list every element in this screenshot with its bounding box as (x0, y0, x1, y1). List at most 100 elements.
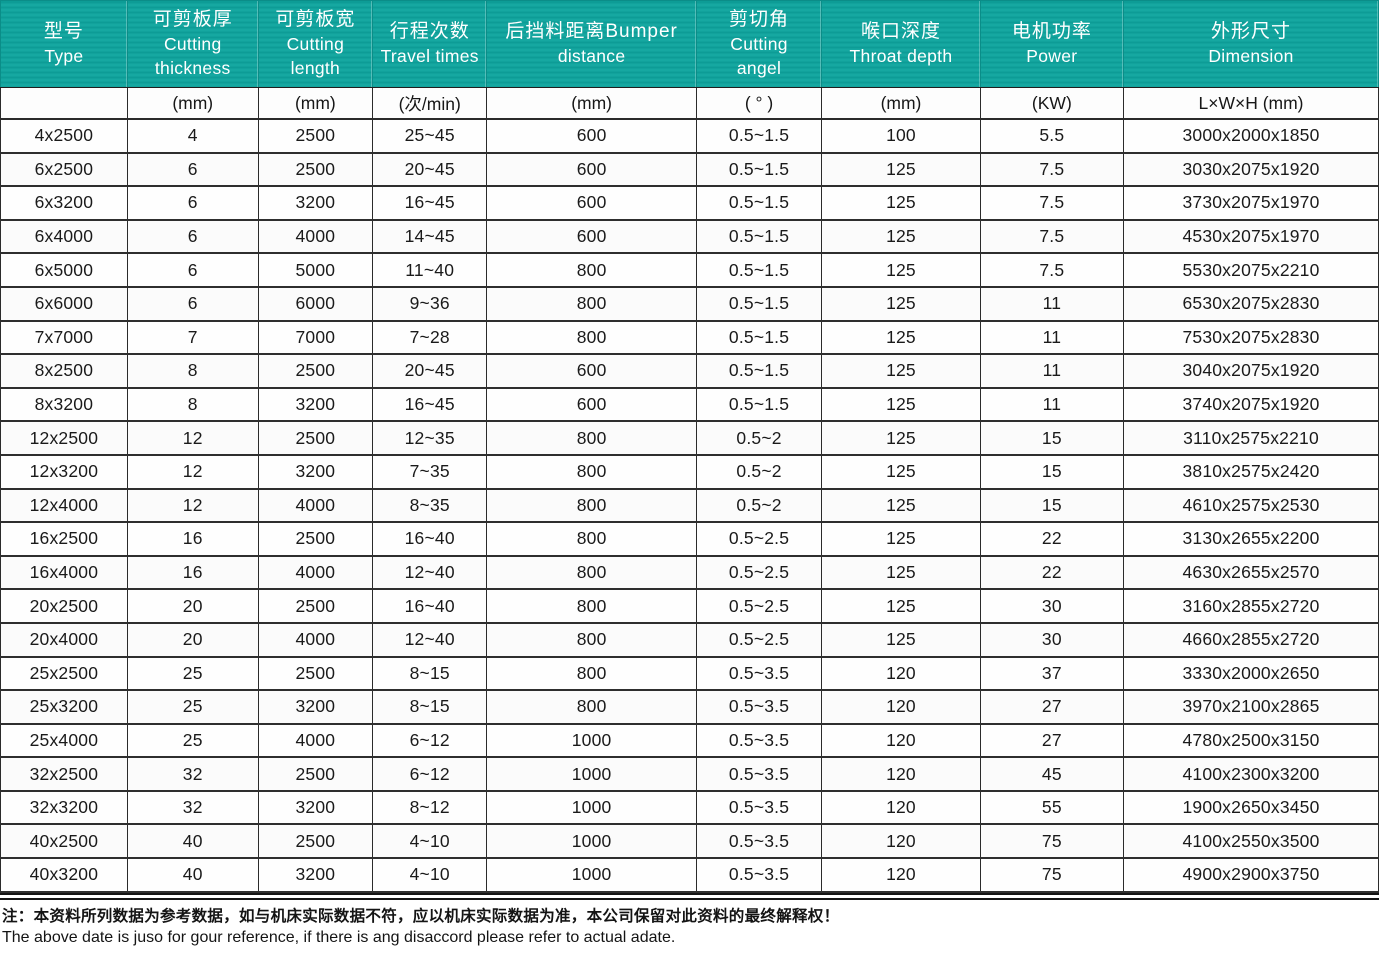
col-header-power-line: 电机功率 (1011, 21, 1092, 42)
cell-bumper-distance: 800 (486, 521, 697, 557)
table-row: 32x3200 32 3200 8~12 1000 0.5~3.5 120 55 1900x26… (0, 790, 1379, 826)
cell-power: 15 (979, 420, 1125, 456)
cell-dimension: 3970x2100x2865 (1123, 689, 1379, 725)
cell-type: 40x2500 (0, 823, 128, 860)
cell-power: 55 (979, 790, 1125, 826)
cell-throat-depth: 125 (821, 219, 981, 255)
cell-cutting-length: 3200 (257, 689, 374, 725)
col-header-cutting-length-line: Cutting (286, 34, 345, 54)
cell-dimension: 3000x2000x1850 (1123, 118, 1379, 154)
cell-bumper-distance: 1000 (486, 857, 697, 893)
cell-bumper-distance: 800 (486, 588, 697, 624)
cell-cutting-angle: 0.5~1.5 (695, 219, 823, 255)
cell-power: 15 (979, 454, 1125, 490)
cell-bumper-distance: 800 (486, 488, 697, 524)
cell-cutting-angle: 0.5~3.5 (695, 723, 823, 759)
cell-travel-times: 7~35 (372, 454, 488, 490)
cell-travel-times: 14~45 (372, 219, 488, 255)
cell-throat-depth: 125 (821, 387, 981, 423)
cell-type: 20x2500 (0, 588, 128, 624)
cell-cutting-angle: 0.5~2 (695, 488, 823, 524)
col-header-travel-times: 行程次数 Travel times (372, 0, 488, 88)
cell-travel-times: 9~36 (372, 286, 488, 322)
table-row: 40x2500 40 2500 4~10 1000 0.5~3.5 120 75 4100x25… (0, 823, 1379, 860)
col-header-travel-times-line: 行程次数 (389, 21, 470, 42)
cell-cutting-thickness: 25 (126, 689, 259, 725)
col-header-cutting-angle-line: Cutting (730, 34, 788, 54)
cell-cutting-length: 3200 (257, 790, 374, 826)
cell-dimension: 3030x2075x1920 (1123, 152, 1379, 188)
cell-throat-depth: 125 (821, 286, 981, 322)
cell-type: 6x6000 (0, 286, 128, 322)
cell-dimension: 5530x2075x2210 (1123, 252, 1379, 288)
table-row: 12x3200 12 3200 7~35 800 0.5~2 125 15 3810x2575x… (0, 454, 1379, 490)
cell-bumper-distance: 800 (486, 622, 697, 658)
cell-cutting-length: 3200 (257, 857, 374, 893)
col-header-cutting-length-line: length (290, 58, 341, 78)
cell-bumper-distance: 800 (486, 454, 697, 490)
cell-travel-times: 7~28 (372, 320, 488, 356)
table-row: 20x4000 20 4000 12~40 800 0.5~2.5 125 30 4660x28… (0, 622, 1379, 658)
cell-dimension: 6530x2075x2830 (1123, 286, 1379, 322)
cell-dimension: 4100x2300x3200 (1123, 756, 1379, 792)
col-header-throat-depth-line: 喉口深度 (860, 21, 941, 42)
cell-throat-depth: 100 (821, 118, 981, 154)
cell-travel-times: 4~10 (372, 823, 488, 860)
cell-cutting-thickness: 12 (126, 454, 259, 490)
cell-type: 32x2500 (0, 756, 128, 792)
cell-travel-times: 20~45 (372, 353, 488, 389)
col-header-type-line: 型号 (43, 21, 84, 42)
cell-dimension: 3740x2075x1920 (1123, 387, 1379, 423)
spec-table-body: 4x2500 4 2500 25~45 600 0.5~1.5 100 5.5 3000x200… (0, 118, 1379, 893)
cell-bumper-distance: 600 (486, 152, 697, 188)
cell-dimension: 3110x2575x2210 (1123, 420, 1379, 456)
spec-table-wrap: 型号 Type 可剪板厚 Cutting thickness 可剪板宽 Cutting len… (0, 0, 1379, 900)
cell-type: 12x4000 (0, 488, 128, 524)
unit-power: (KW) (979, 87, 1125, 120)
col-header-cutting-thickness-line: 可剪板厚 (152, 9, 233, 30)
cell-cutting-angle: 0.5~2 (695, 454, 823, 490)
header-row: 型号 Type 可剪板厚 Cutting thickness 可剪板宽 Cutting len… (0, 0, 1379, 88)
cell-type: 6x3200 (0, 185, 128, 221)
cell-cutting-length: 3200 (257, 454, 374, 490)
cell-power: 45 (979, 756, 1125, 792)
cell-type: 4x2500 (0, 118, 128, 154)
cell-throat-depth: 125 (821, 252, 981, 288)
cell-cutting-thickness: 4 (126, 118, 259, 154)
col-header-dimension-line: Dimension (1208, 46, 1294, 66)
col-header-bumper-distance: 后挡料距离Bumper distance (486, 0, 697, 88)
cell-type: 6x2500 (0, 152, 128, 188)
cell-dimension: 4100x2550x3500 (1123, 823, 1379, 860)
cell-cutting-length: 4000 (257, 555, 374, 591)
cell-type: 32x3200 (0, 790, 128, 826)
cell-cutting-angle: 0.5~2 (695, 420, 823, 456)
cell-cutting-thickness: 20 (126, 622, 259, 658)
cell-power: 75 (979, 823, 1125, 860)
cell-cutting-length: 4000 (257, 488, 374, 524)
cell-throat-depth: 125 (821, 320, 981, 356)
cell-bumper-distance: 1000 (486, 723, 697, 759)
cell-cutting-thickness: 12 (126, 488, 259, 524)
cell-dimension: 7530x2075x2830 (1123, 320, 1379, 356)
cell-bumper-distance: 800 (486, 420, 697, 456)
cell-power: 5.5 (979, 118, 1125, 154)
cell-cutting-length: 2500 (257, 353, 374, 389)
col-header-cutting-angle-line: angel (736, 58, 782, 78)
cell-cutting-angle: 0.5~1.5 (695, 286, 823, 322)
table-row: 4x2500 4 2500 25~45 600 0.5~1.5 100 5.5 3000x200… (0, 118, 1379, 154)
cell-travel-times: 6~12 (372, 723, 488, 759)
cell-power: 7.5 (979, 185, 1125, 221)
cell-dimension: 4900x2900x3750 (1123, 857, 1379, 893)
table-row: 20x2500 20 2500 16~40 800 0.5~2.5 125 30 3160x28… (0, 588, 1379, 624)
col-header-throat-depth: 喉口深度 Throat depth (821, 0, 981, 88)
cell-travel-times: 12~40 (372, 555, 488, 591)
cell-cutting-length: 5000 (257, 252, 374, 288)
cell-power: 30 (979, 588, 1125, 624)
cell-throat-depth: 120 (821, 857, 981, 893)
cell-power: 15 (979, 488, 1125, 524)
cell-cutting-angle: 0.5~1.5 (695, 152, 823, 188)
cell-cutting-angle: 0.5~2.5 (695, 588, 823, 624)
cell-dimension: 3330x2000x2650 (1123, 656, 1379, 692)
cell-cutting-thickness: 7 (126, 320, 259, 356)
cell-cutting-length: 7000 (257, 320, 374, 356)
